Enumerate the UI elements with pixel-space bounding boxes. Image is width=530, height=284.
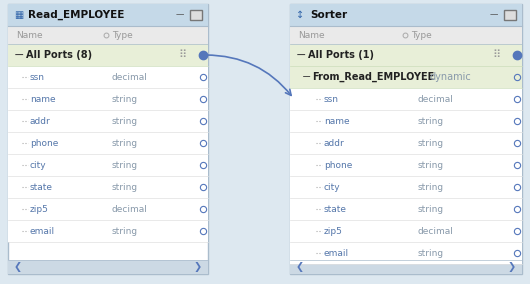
Text: string: string [418, 139, 444, 147]
Text: addr: addr [30, 116, 51, 126]
Text: Sorter: Sorter [310, 10, 347, 20]
Text: Name: Name [16, 30, 42, 39]
Text: Read_EMPLOYEE: Read_EMPLOYEE [28, 10, 125, 20]
Text: ssn: ssn [324, 95, 339, 103]
Text: zip5: zip5 [30, 204, 49, 214]
Bar [504, 10, 516, 20]
Bar [290, 242, 522, 264]
Text: decimal: decimal [418, 227, 454, 235]
Bar [8, 260, 208, 274]
Text: decimal: decimal [418, 95, 454, 103]
Text: —: — [490, 11, 498, 20]
Bar [290, 4, 522, 26]
Text: ❮: ❮ [14, 262, 22, 272]
Text: phone: phone [30, 139, 58, 147]
Bar [190, 10, 202, 20]
Bar [290, 154, 522, 176]
Bar [8, 66, 208, 88]
Text: dynamic: dynamic [429, 72, 471, 82]
Bar [8, 26, 208, 44]
Text: ⠿: ⠿ [492, 50, 500, 60]
Bar [290, 198, 522, 220]
Bar [290, 66, 522, 88]
Bar [290, 26, 522, 44]
Text: addr: addr [324, 139, 344, 147]
Bar [290, 110, 522, 132]
Text: Type: Type [411, 30, 431, 39]
Text: string: string [112, 183, 138, 191]
Text: −: − [14, 49, 24, 62]
Text: string: string [112, 139, 138, 147]
Bar [8, 198, 208, 220]
Text: name: name [324, 116, 350, 126]
Bar [290, 176, 522, 198]
Bar [290, 132, 522, 154]
Text: ⠿: ⠿ [178, 50, 186, 60]
Text: Type: Type [112, 30, 132, 39]
Text: string: string [418, 183, 444, 191]
Text: name: name [30, 95, 56, 103]
Bar [8, 88, 208, 110]
Bar [8, 176, 208, 198]
Text: ssn: ssn [30, 72, 45, 82]
Text: state: state [30, 183, 53, 191]
Text: From_Read_EMPLOYEE: From_Read_EMPLOYEE [312, 72, 434, 82]
Text: All Ports (8): All Ports (8) [26, 50, 92, 60]
Bar [290, 88, 522, 110]
Text: string: string [112, 227, 138, 235]
Text: city: city [30, 160, 47, 170]
Text: Name: Name [298, 30, 324, 39]
Bar [290, 260, 522, 274]
Text: ↕: ↕ [296, 10, 304, 20]
Text: email: email [324, 248, 349, 258]
Text: ❮: ❮ [296, 262, 304, 272]
Bar [290, 44, 522, 66]
Text: email: email [30, 227, 55, 235]
Text: string: string [112, 95, 138, 103]
Text: −: − [302, 72, 312, 82]
Bar [8, 4, 208, 26]
Text: —: — [176, 11, 184, 20]
Text: decimal: decimal [112, 204, 148, 214]
Text: string: string [418, 160, 444, 170]
Text: ❯: ❯ [194, 262, 202, 272]
Text: ▦: ▦ [14, 10, 23, 20]
Text: state: state [324, 204, 347, 214]
Text: −: − [296, 49, 306, 62]
Bar [8, 110, 208, 132]
Text: string: string [418, 116, 444, 126]
Text: ❯: ❯ [508, 262, 516, 272]
Text: decimal: decimal [112, 72, 148, 82]
Bar [8, 132, 208, 154]
Bar [8, 220, 208, 242]
Bar [8, 4, 208, 274]
Text: phone: phone [324, 160, 352, 170]
Bar [8, 154, 208, 176]
Text: string: string [112, 116, 138, 126]
Text: string: string [418, 204, 444, 214]
Bar [290, 220, 522, 242]
Text: string: string [418, 248, 444, 258]
Bar [290, 4, 522, 274]
Text: string: string [112, 160, 138, 170]
Text: All Ports (1): All Ports (1) [308, 50, 374, 60]
Bar [8, 44, 208, 66]
Text: city: city [324, 183, 341, 191]
Text: zip5: zip5 [324, 227, 343, 235]
